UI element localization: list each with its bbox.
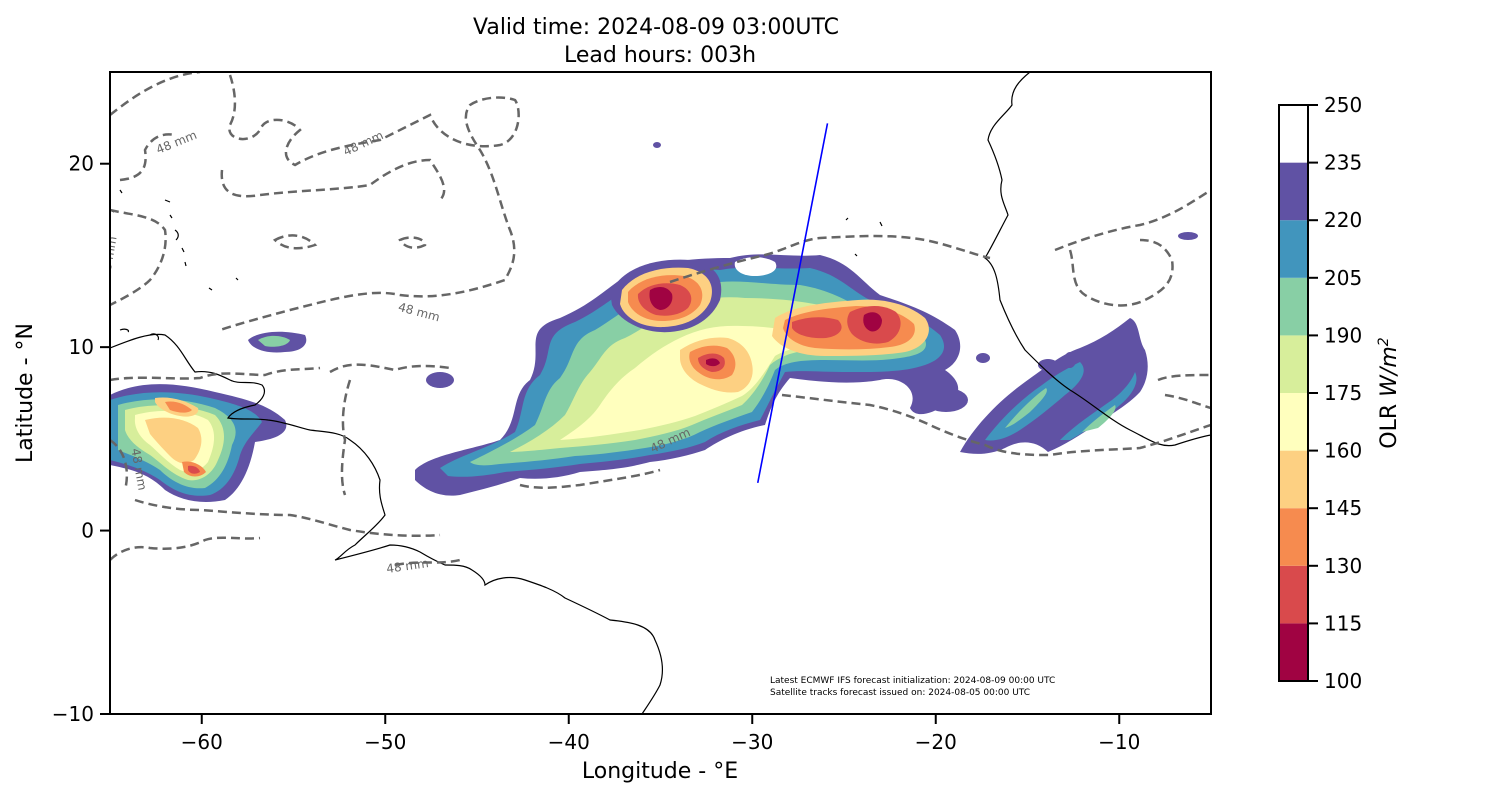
x-axis-ticks: −60 −50 −40 −30 −20 −10 bbox=[181, 714, 1140, 754]
y-tick-label: −10 bbox=[52, 702, 94, 726]
colorbar: 100 115 130 145 160 175 190 205 220 235 250 OLR W/… bbox=[1278, 93, 1402, 693]
colorbar-tick-label: 145 bbox=[1324, 496, 1362, 520]
colorbar-tick-label: 250 bbox=[1324, 93, 1362, 117]
contour-label: 48 mm bbox=[385, 556, 429, 576]
x-tick-label: −30 bbox=[731, 730, 773, 754]
colorbar-ticks: 100 115 130 145 160 175 190 205 220 235 250 bbox=[1308, 93, 1362, 693]
map-plot-area: 48 mm 48 mm 48 mm 48 mm 48 mm 48 mm 48 m… bbox=[98, 72, 1211, 714]
islands-caribbean bbox=[110, 189, 883, 341]
y-tick-label: 10 bbox=[69, 335, 94, 359]
y-axis-label: Latitude - °N bbox=[13, 323, 38, 463]
colorbar-swatch bbox=[1279, 335, 1308, 393]
x-tick-label: −60 bbox=[181, 730, 223, 754]
colorbar-swatch bbox=[1279, 393, 1308, 451]
colorbar-blocks bbox=[1279, 105, 1308, 681]
contour-label: 48 mm bbox=[98, 235, 119, 279]
x-tick-label: −10 bbox=[1098, 730, 1140, 754]
x-axis-label: Longitude - °E bbox=[582, 759, 738, 784]
colorbar-tick-label: 100 bbox=[1324, 669, 1362, 693]
olr-system-caribbean-small bbox=[248, 331, 307, 353]
y-axis-ticks: −10 0 10 20 bbox=[52, 152, 110, 726]
colorbar-swatch bbox=[1279, 450, 1308, 509]
colorbar-tick-label: 190 bbox=[1324, 323, 1362, 347]
colorbar-tick-label: 205 bbox=[1324, 266, 1362, 290]
satellite-track-line bbox=[756, 123, 829, 484]
colorbar-swatch bbox=[1279, 623, 1308, 681]
title-line-2: Lead hours: 003h bbox=[564, 43, 756, 68]
annotation-satellite-tracks: Satellite tracks forecast issued on: 202… bbox=[770, 688, 1030, 698]
colorbar-swatch bbox=[1279, 220, 1308, 278]
colorbar-swatch bbox=[1279, 105, 1308, 163]
colorbar-swatch bbox=[1279, 508, 1308, 566]
colorbar-tick-label: 160 bbox=[1324, 439, 1362, 463]
olr-system-west bbox=[110, 384, 287, 502]
colorbar-tick-label: 220 bbox=[1324, 208, 1362, 232]
precip-contours bbox=[110, 72, 1211, 567]
coast-africa bbox=[984, 72, 1211, 447]
olr-system-central bbox=[415, 254, 961, 496]
colorbar-swatch bbox=[1279, 277, 1308, 336]
x-tick-label: −50 bbox=[364, 730, 406, 754]
colorbar-tick-label: 130 bbox=[1324, 554, 1362, 578]
colorbar-label: OLR W/m2 bbox=[1376, 337, 1402, 448]
annotation-forecast-init: Latest ECMWF IFS forecast initialization… bbox=[770, 676, 1055, 686]
coast-south-america bbox=[110, 333, 664, 714]
colorbar-swatch bbox=[1279, 565, 1308, 624]
y-tick-label: 20 bbox=[69, 152, 94, 176]
colorbar-tick-label: 115 bbox=[1324, 611, 1362, 635]
title-line-1: Valid time: 2024-08-09 03:00UTC bbox=[473, 15, 839, 40]
map-frame bbox=[109, 71, 1212, 715]
olr-scattered-cells bbox=[426, 142, 1198, 412]
x-tick-label: −40 bbox=[548, 730, 590, 754]
colorbar-tick-label: 175 bbox=[1324, 381, 1362, 405]
coastlines bbox=[110, 72, 1211, 714]
olr-field bbox=[110, 142, 1198, 502]
colorbar-tick-label: 235 bbox=[1324, 151, 1362, 175]
x-tick-label: −20 bbox=[915, 730, 957, 754]
y-tick-label: 0 bbox=[81, 519, 94, 543]
colorbar-swatch bbox=[1279, 162, 1308, 221]
